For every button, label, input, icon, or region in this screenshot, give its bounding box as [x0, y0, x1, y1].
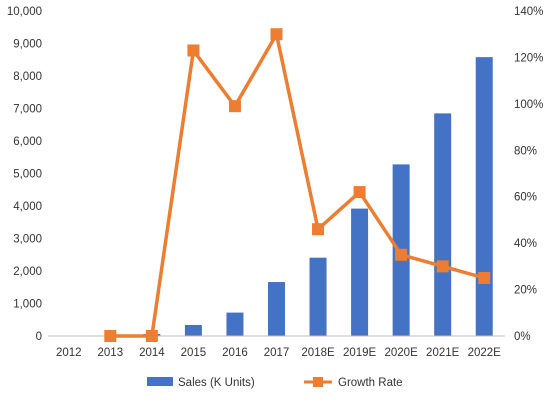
y-left-tick-label: 6,000 — [13, 136, 42, 148]
growth-rate-marker — [187, 44, 200, 57]
y-right-tick-label: 80% — [514, 145, 537, 157]
y-right-tick-label: 140% — [514, 6, 543, 18]
sales-bar — [351, 208, 369, 336]
x-tick-label: 2013 — [98, 347, 124, 359]
x-tick-label: 2021E — [426, 347, 460, 359]
x-tick-label: 2016 — [222, 347, 248, 359]
growth-rate-marker — [312, 223, 325, 236]
growth-rate-marker — [270, 28, 283, 41]
x-tick-label: 2020E — [385, 347, 419, 359]
y-right-tick-label: 40% — [514, 238, 537, 250]
y-left-tick-label: 2,000 — [13, 266, 42, 278]
x-tick-label: 2019E — [343, 347, 377, 359]
x-tick-label: 2014 — [139, 347, 165, 359]
y-left-tick-label: 9,000 — [13, 39, 42, 51]
x-axis: 2012 2013 2014 2015 2016 2017 2018E 2019E 2020E 2… — [56, 347, 501, 359]
y-left-axis: 0 1,000 2,000 3,000 4,000 5,000 6,000 7,000 8,00… — [7, 6, 42, 343]
growth-rate-marker — [353, 186, 366, 199]
legend-swatch-sales — [147, 377, 173, 386]
x-tick-label: 2017 — [264, 347, 290, 359]
y-right-tick-label: 0% — [514, 331, 531, 343]
legend-label-sales: Sales (K Units) — [178, 377, 255, 389]
growth-rate-marker — [436, 260, 449, 273]
legend-swatch-growth-marker — [313, 377, 323, 387]
growth-rate-marker — [104, 330, 117, 342]
sales-bars — [143, 57, 493, 337]
sales-bar — [434, 113, 452, 336]
growth-rate-line — [110, 32, 485, 338]
y-left-tick-label: 1,000 — [13, 299, 42, 311]
y-left-tick-label: 4,000 — [13, 201, 42, 213]
growth-rate-marker — [228, 100, 241, 113]
growth-rate-marker — [478, 271, 491, 284]
y-right-tick-label: 20% — [514, 285, 537, 297]
sales-bar — [268, 282, 285, 336]
x-tick-label: 2018E — [301, 347, 335, 359]
y-left-tick-label: 3,000 — [13, 234, 42, 246]
y-left-tick-label: 10,000 — [7, 6, 42, 18]
x-tick-label: 2012 — [56, 347, 82, 359]
y-right-tick-label: 100% — [514, 99, 543, 111]
y-left-tick-label: 8,000 — [13, 71, 42, 83]
y-right-axis: 0% 20% 40% 60% 80% 100% 120% 140% — [514, 6, 543, 343]
y-right-tick-label: 120% — [514, 52, 543, 64]
sales-bar — [226, 312, 244, 336]
x-tick-label: 2015 — [181, 347, 207, 359]
growth-rate-marker — [145, 330, 158, 342]
sales-bar — [475, 57, 493, 337]
legend-label-growth: Growth Rate — [338, 377, 403, 389]
y-left-tick-label: 7,000 — [13, 104, 42, 116]
legend: Sales (K Units) Growth Rate — [147, 377, 403, 389]
growth-rate-series — [104, 28, 491, 342]
sales-bar — [309, 257, 327, 336]
y-left-tick-label: 5,000 — [13, 169, 42, 181]
growth-rate-marker — [395, 248, 408, 261]
x-tick-label: 2022E — [468, 347, 502, 359]
y-right-tick-label: 60% — [514, 192, 537, 204]
sales-bar — [184, 324, 202, 336]
y-left-tick-label: 0 — [36, 331, 42, 343]
